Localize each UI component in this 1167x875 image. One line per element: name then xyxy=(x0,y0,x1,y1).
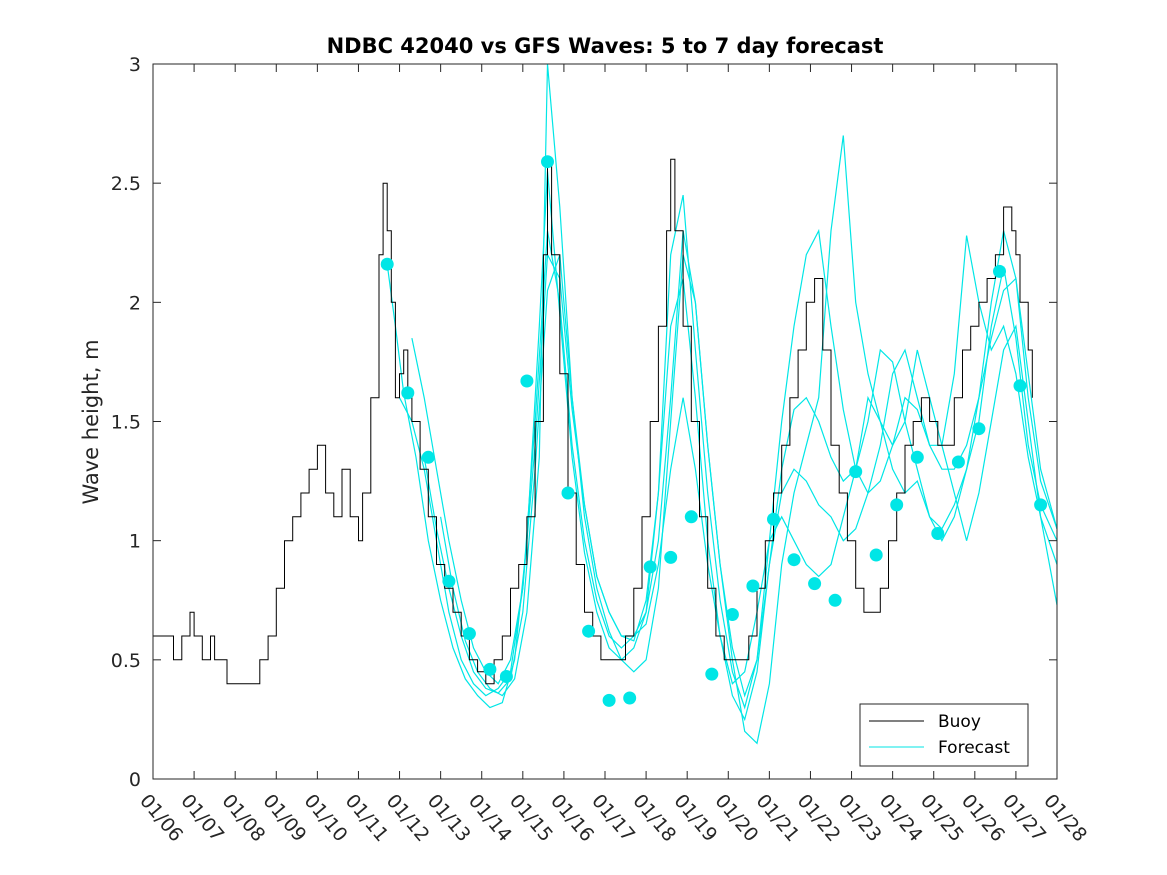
y-tick-label: 0 xyxy=(129,769,141,791)
forecast-marker xyxy=(421,450,435,464)
forecast-marker xyxy=(869,548,883,562)
y-tick-label: 2.5 xyxy=(111,173,141,195)
y-tick-label: 0.5 xyxy=(111,650,141,672)
forecast-marker xyxy=(705,667,719,681)
legend-buoy-label: Buoy xyxy=(938,712,981,732)
forecast-marker xyxy=(380,257,394,271)
forecast-marker xyxy=(951,455,965,469)
forecast-marker xyxy=(828,593,842,607)
forecast-marker xyxy=(442,574,456,588)
y-tick-label: 1.5 xyxy=(111,412,141,434)
forecast-marker xyxy=(725,608,739,621)
forecast-marker xyxy=(993,264,1006,278)
forecast-marker xyxy=(972,422,986,436)
forecast-marker xyxy=(541,155,554,169)
forecast-marker xyxy=(582,624,596,638)
legend: Buoy Forecast xyxy=(859,703,1029,767)
legend-box xyxy=(859,703,1029,767)
forecast-marker xyxy=(808,577,822,591)
forecast-line-4 xyxy=(423,194,1058,710)
forecast-line-3 xyxy=(411,230,1058,698)
forecast-marker xyxy=(1034,498,1048,512)
forecast-marker xyxy=(623,691,637,705)
y-axis-label: Wave height, m xyxy=(79,339,103,504)
forecast-marker xyxy=(561,486,575,500)
forecast-marker xyxy=(499,670,513,683)
forecast-markers xyxy=(380,155,1048,707)
forecast-marker xyxy=(520,374,534,388)
axes xyxy=(152,63,1058,780)
y-tick-label: 3 xyxy=(129,54,141,76)
forecast-marker xyxy=(910,450,924,464)
forecast-marker xyxy=(767,512,780,526)
forecast-marker xyxy=(684,510,698,524)
forecast-marker xyxy=(664,550,678,564)
forecast-marker xyxy=(643,560,657,574)
forecast-line-5 xyxy=(440,63,1058,745)
y-tick-labels: 0 0.5 1 1.5 2 2.5 3 xyxy=(111,54,141,791)
y-tick-label: 2 xyxy=(129,292,141,314)
forecast-marker xyxy=(483,662,497,676)
forecast-marker xyxy=(849,465,863,479)
buoy-line xyxy=(153,158,1033,685)
chart-title: NDBC 42040 vs GFS Waves: 5 to 7 day fore… xyxy=(327,34,884,58)
forecast-marker xyxy=(787,553,801,567)
forecast-marker xyxy=(401,386,415,400)
buoy-series-line xyxy=(153,158,1033,685)
forecast-marker xyxy=(890,498,904,512)
forecast-marker xyxy=(1013,379,1027,393)
y-tick-label: 1 xyxy=(129,531,141,553)
forecast-marker xyxy=(462,627,476,641)
forecast-marker xyxy=(746,579,760,593)
forecast-marker xyxy=(602,693,616,707)
forecast-marker xyxy=(931,527,945,540)
legend-forecast-label: Forecast xyxy=(938,738,1010,758)
